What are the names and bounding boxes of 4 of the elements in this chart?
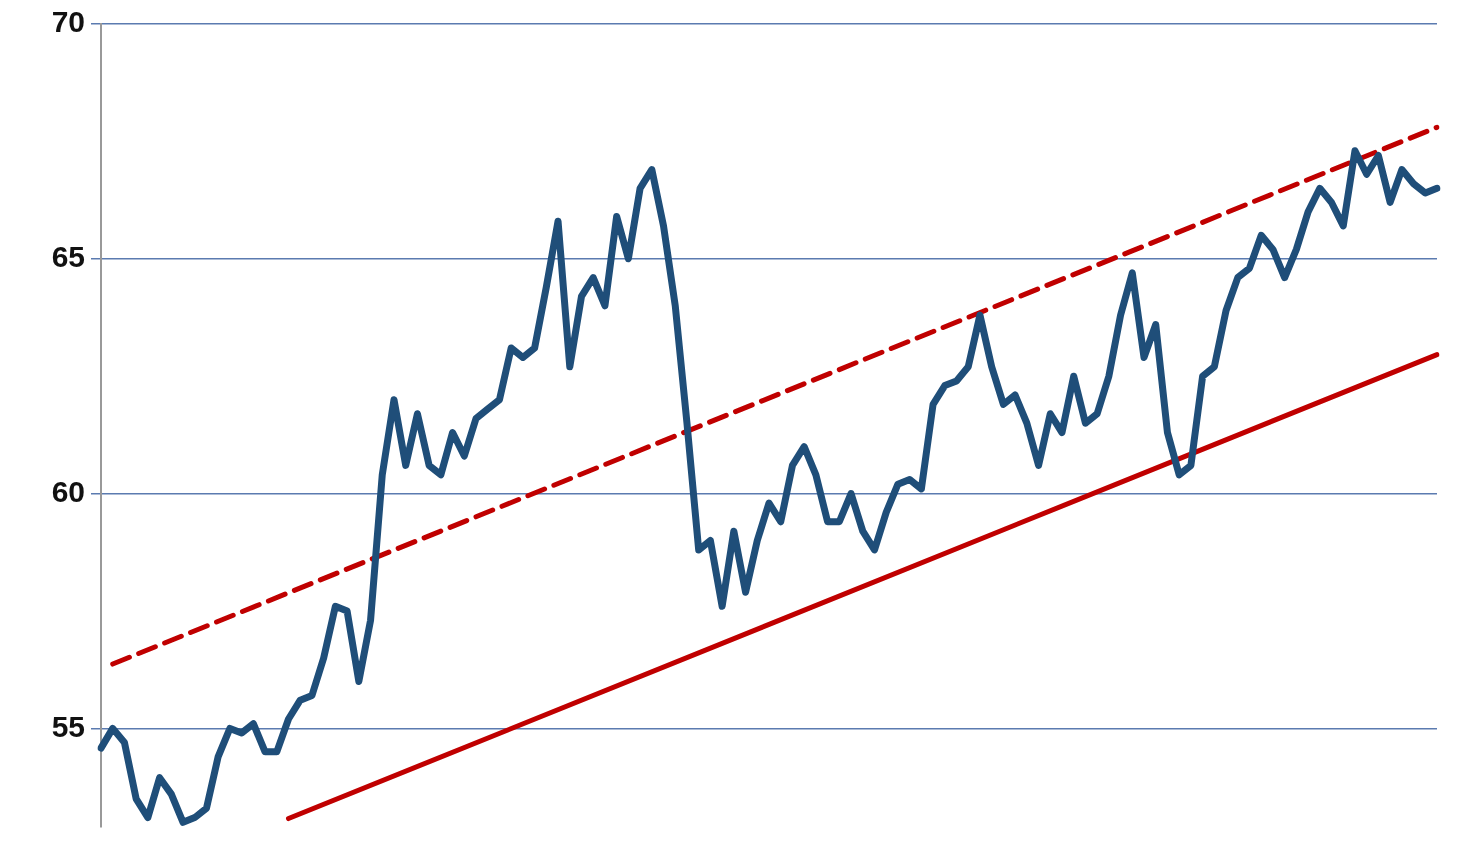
y-tick-label: 70 (51, 5, 85, 39)
y-tick-label: 55 (51, 709, 85, 743)
y-tick-label: 60 (51, 474, 85, 508)
y-tick-label: 65 (51, 240, 85, 274)
